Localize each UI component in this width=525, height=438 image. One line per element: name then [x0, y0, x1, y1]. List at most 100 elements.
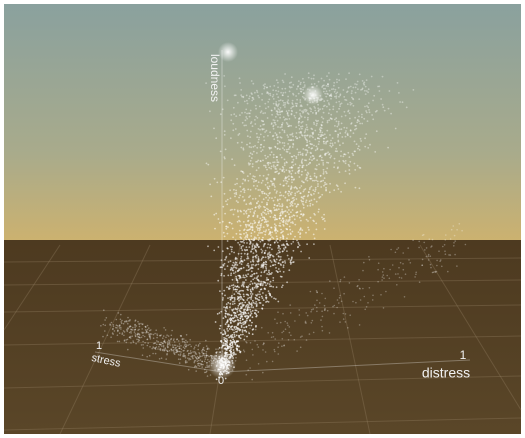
point	[294, 117, 296, 119]
point	[317, 180, 319, 182]
point	[292, 93, 294, 95]
point	[224, 156, 226, 158]
point	[237, 201, 239, 203]
point	[336, 81, 338, 83]
point	[297, 246, 299, 248]
point	[361, 114, 363, 116]
point	[266, 301, 268, 303]
point	[277, 120, 279, 122]
point	[298, 169, 300, 171]
point	[284, 142, 286, 144]
point	[272, 277, 274, 279]
point	[278, 161, 280, 163]
point	[325, 171, 327, 173]
point	[286, 250, 288, 252]
point	[225, 226, 227, 228]
point	[294, 339, 296, 341]
point	[254, 119, 256, 121]
point	[266, 277, 268, 279]
point	[175, 352, 177, 354]
point	[377, 281, 379, 283]
point	[323, 218, 325, 220]
point	[232, 279, 234, 281]
point	[294, 193, 296, 195]
point	[241, 241, 243, 243]
point	[279, 141, 281, 143]
point	[302, 166, 304, 168]
point	[250, 160, 252, 162]
point	[166, 334, 168, 336]
point	[180, 345, 182, 347]
point	[292, 170, 294, 172]
point	[310, 111, 312, 113]
point	[158, 346, 160, 348]
point	[347, 103, 349, 105]
point	[336, 307, 338, 309]
point	[345, 313, 347, 315]
point	[329, 183, 331, 185]
point	[242, 318, 244, 320]
point	[239, 77, 241, 79]
point	[280, 99, 282, 101]
point	[271, 236, 273, 238]
point	[206, 351, 208, 353]
point	[229, 328, 231, 330]
point	[153, 334, 155, 336]
point	[264, 234, 266, 236]
point	[246, 118, 248, 120]
point	[277, 140, 279, 142]
point	[307, 194, 309, 196]
point	[243, 240, 245, 242]
point	[382, 106, 384, 108]
point	[313, 123, 315, 125]
point	[263, 198, 265, 200]
point	[355, 187, 357, 189]
point	[289, 216, 291, 218]
point	[236, 279, 238, 281]
point	[309, 178, 311, 180]
point	[318, 143, 320, 145]
point	[287, 325, 289, 327]
point	[333, 88, 335, 90]
point	[336, 150, 338, 152]
point	[309, 143, 311, 145]
point	[308, 113, 310, 115]
point	[318, 163, 320, 165]
point	[247, 318, 249, 320]
point	[296, 112, 298, 114]
point	[185, 360, 187, 362]
point	[227, 330, 229, 332]
point	[343, 313, 345, 315]
point	[380, 98, 382, 100]
point	[314, 238, 316, 240]
point	[291, 156, 293, 158]
point	[246, 213, 248, 215]
point	[285, 246, 287, 248]
point	[234, 303, 236, 305]
point	[286, 110, 288, 112]
point	[246, 374, 248, 376]
point	[132, 340, 134, 342]
point	[185, 355, 187, 357]
point	[296, 240, 298, 242]
point	[223, 334, 225, 336]
point	[252, 257, 254, 259]
point	[287, 102, 289, 104]
point	[267, 243, 269, 245]
point	[262, 304, 264, 306]
point	[286, 281, 288, 283]
point	[291, 201, 293, 203]
point	[251, 157, 253, 159]
point	[327, 83, 329, 85]
point	[235, 328, 237, 330]
point	[292, 222, 294, 224]
point	[249, 327, 251, 329]
point	[307, 180, 309, 182]
point	[383, 277, 385, 279]
point	[412, 239, 414, 241]
point	[141, 337, 143, 339]
point	[266, 273, 268, 275]
point	[174, 341, 176, 343]
point	[357, 88, 359, 90]
point	[224, 268, 226, 270]
